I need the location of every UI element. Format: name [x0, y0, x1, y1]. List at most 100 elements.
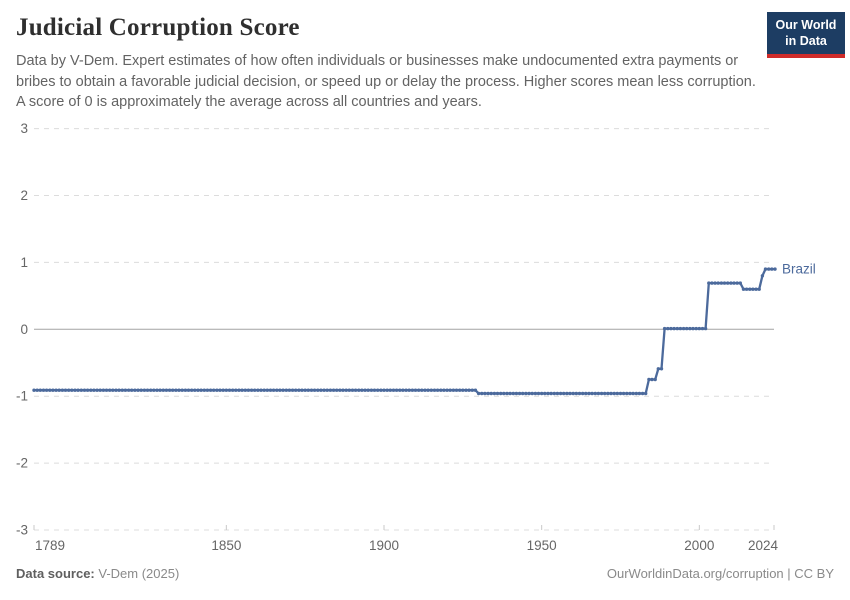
- data-point-marker[interactable]: [126, 388, 131, 392]
- data-point-marker[interactable]: [101, 388, 106, 392]
- data-point-marker[interactable]: [521, 391, 525, 396]
- data-point-marker[interactable]: [751, 287, 755, 291]
- data-point-marker[interactable]: [35, 388, 39, 392]
- data-point-marker[interactable]: [451, 388, 456, 392]
- data-point-marker[interactable]: [180, 388, 184, 392]
- data-point-marker[interactable]: [41, 388, 46, 392]
- data-point-marker[interactable]: [502, 391, 506, 396]
- data-point-marker[interactable]: [410, 388, 415, 392]
- data-point-marker[interactable]: [590, 391, 594, 396]
- data-point-marker[interactable]: [417, 388, 421, 392]
- data-point-marker[interactable]: [694, 326, 698, 331]
- data-point-marker[interactable]: [63, 388, 68, 392]
- data-point-marker[interactable]: [95, 388, 99, 392]
- data-point-marker[interactable]: [212, 388, 216, 392]
- data-point-marker[interactable]: [486, 391, 490, 396]
- data-point-marker[interactable]: [464, 388, 468, 392]
- data-point-marker[interactable]: [461, 388, 465, 392]
- series-label-brazil[interactable]: Brazil: [782, 262, 816, 277]
- data-point-marker[interactable]: [208, 388, 213, 392]
- data-point-marker[interactable]: [303, 388, 307, 392]
- data-point-marker[interactable]: [499, 391, 503, 396]
- data-point-marker[interactable]: [183, 388, 188, 392]
- data-point-marker[interactable]: [741, 287, 746, 291]
- data-point-marker[interactable]: [713, 281, 717, 285]
- data-point-marker[interactable]: [593, 391, 597, 396]
- data-point-marker[interactable]: [524, 391, 528, 396]
- data-point-marker[interactable]: [149, 388, 153, 392]
- data-point-marker[interactable]: [773, 267, 777, 271]
- data-point-marker[interactable]: [341, 388, 345, 392]
- data-point-marker[interactable]: [458, 388, 462, 392]
- data-point-marker[interactable]: [85, 388, 90, 392]
- data-point-marker[interactable]: [89, 388, 93, 392]
- data-point-marker[interactable]: [385, 388, 389, 392]
- data-point-marker[interactable]: [316, 388, 320, 392]
- data-point-marker[interactable]: [177, 388, 181, 392]
- data-point-marker[interactable]: [707, 281, 711, 285]
- data-point-marker[interactable]: [530, 391, 534, 396]
- data-point-marker[interactable]: [480, 391, 484, 396]
- data-point-marker[interactable]: [379, 388, 383, 392]
- data-point-marker[interactable]: [382, 388, 386, 392]
- data-point-marker[interactable]: [631, 391, 635, 396]
- data-point-marker[interactable]: [376, 388, 380, 392]
- data-point-marker[interactable]: [514, 391, 519, 396]
- data-point-marker[interactable]: [240, 388, 244, 392]
- data-point-marker[interactable]: [435, 388, 440, 392]
- data-point-marker[interactable]: [454, 388, 459, 392]
- data-point-marker[interactable]: [726, 281, 730, 285]
- data-point-marker[interactable]: [120, 388, 125, 392]
- data-point-marker[interactable]: [48, 388, 52, 392]
- data-point-marker[interactable]: [117, 388, 121, 392]
- data-point-marker[interactable]: [669, 326, 673, 331]
- data-point-marker[interactable]: [372, 388, 377, 392]
- data-point-marker[interactable]: [429, 388, 433, 392]
- data-point-marker[interactable]: [398, 388, 402, 392]
- data-point-marker[interactable]: [508, 391, 512, 396]
- data-point-marker[interactable]: [577, 391, 582, 396]
- data-point-marker[interactable]: [681, 326, 686, 331]
- data-point-marker[interactable]: [231, 388, 235, 392]
- data-point-marker[interactable]: [606, 391, 610, 396]
- data-point-marker[interactable]: [653, 377, 657, 382]
- data-point-marker[interactable]: [467, 388, 471, 392]
- data-point-marker[interactable]: [543, 391, 547, 396]
- data-point-marker[interactable]: [662, 326, 667, 331]
- data-point-marker[interactable]: [609, 391, 613, 396]
- data-point-marker[interactable]: [51, 388, 55, 392]
- data-point-marker[interactable]: [637, 391, 642, 396]
- data-point-marker[interactable]: [363, 388, 367, 392]
- data-point-marker[interactable]: [581, 391, 585, 396]
- data-point-marker[interactable]: [92, 388, 96, 392]
- data-point-marker[interactable]: [685, 326, 689, 331]
- data-point-marker[interactable]: [347, 388, 351, 392]
- data-point-marker[interactable]: [615, 391, 619, 396]
- data-point-marker[interactable]: [265, 388, 269, 392]
- data-point-marker[interactable]: [275, 388, 279, 392]
- data-point-marker[interactable]: [647, 377, 651, 382]
- data-point-marker[interactable]: [278, 388, 282, 392]
- data-point-marker[interactable]: [111, 388, 115, 392]
- data-point-marker[interactable]: [331, 388, 336, 392]
- data-point-marker[interactable]: [281, 388, 285, 392]
- data-point-marker[interactable]: [621, 391, 626, 396]
- data-point-marker[interactable]: [357, 388, 361, 392]
- data-point-marker[interactable]: [196, 388, 200, 392]
- data-point-marker[interactable]: [407, 388, 411, 392]
- data-point-marker[interactable]: [186, 388, 191, 392]
- data-point-marker[interactable]: [174, 388, 178, 392]
- data-point-marker[interactable]: [473, 388, 478, 392]
- data-point-marker[interactable]: [262, 388, 266, 392]
- data-point-marker[interactable]: [612, 391, 616, 396]
- data-point-marker[interactable]: [130, 388, 134, 392]
- data-point-marker[interactable]: [57, 388, 61, 392]
- data-point-marker[interactable]: [193, 388, 197, 392]
- data-point-marker[interactable]: [67, 388, 71, 392]
- data-point-marker[interactable]: [294, 388, 298, 392]
- data-point-marker[interactable]: [584, 391, 588, 396]
- data-point-marker[interactable]: [659, 367, 664, 371]
- data-point-marker[interactable]: [691, 326, 695, 331]
- data-point-marker[interactable]: [344, 388, 348, 392]
- data-point-marker[interactable]: [309, 388, 314, 392]
